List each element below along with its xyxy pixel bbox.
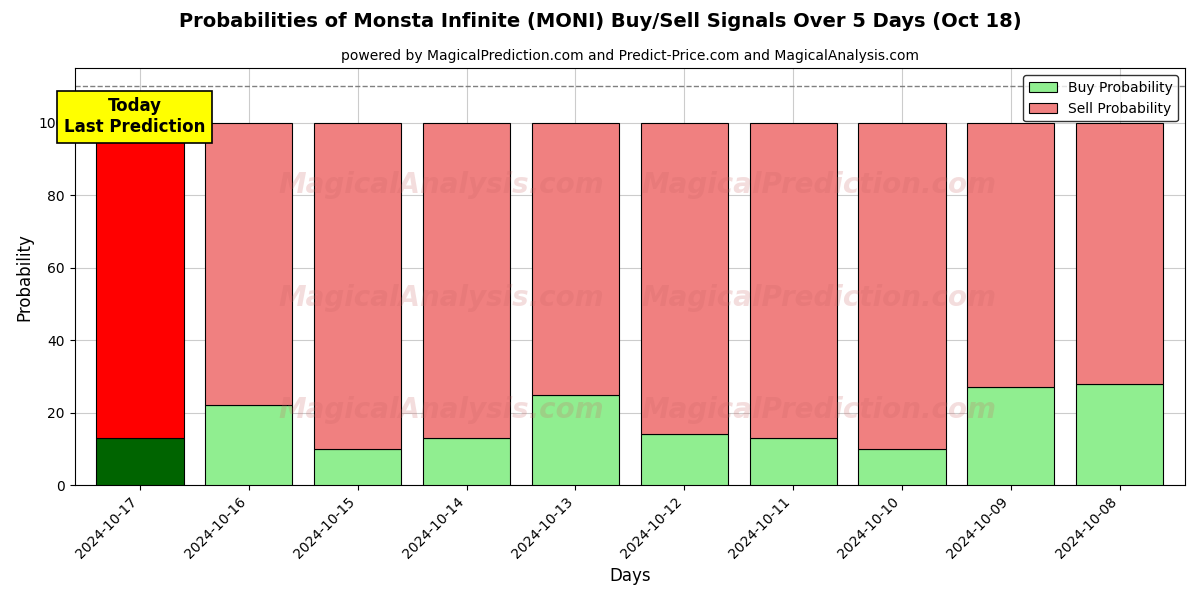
Title: powered by MagicalPrediction.com and Predict-Price.com and MagicalAnalysis.com: powered by MagicalPrediction.com and Pre… xyxy=(341,49,919,63)
Bar xyxy=(422,438,510,485)
Bar xyxy=(967,123,1055,388)
Text: Probabilities of Monsta Infinite (MONI) Buy/Sell Signals Over 5 Days (Oct 18): Probabilities of Monsta Infinite (MONI) … xyxy=(179,12,1021,31)
Bar xyxy=(750,123,836,438)
Text: MagicalAnalysis.com: MagicalAnalysis.com xyxy=(278,396,604,424)
Bar xyxy=(205,406,293,485)
Bar xyxy=(96,438,184,485)
Bar xyxy=(641,123,727,434)
Bar xyxy=(641,434,727,485)
Bar xyxy=(314,449,401,485)
Text: MagicalPrediction.com: MagicalPrediction.com xyxy=(641,396,996,424)
Bar xyxy=(205,123,293,406)
Bar xyxy=(858,449,946,485)
X-axis label: Days: Days xyxy=(610,567,650,585)
Y-axis label: Probability: Probability xyxy=(16,233,34,320)
Text: Today
Last Prediction: Today Last Prediction xyxy=(64,97,205,136)
Bar xyxy=(314,123,401,449)
Bar xyxy=(750,438,836,485)
Text: MagicalAnalysis.com: MagicalAnalysis.com xyxy=(278,284,604,311)
Legend: Buy Probability, Sell Probability: Buy Probability, Sell Probability xyxy=(1024,75,1178,121)
Bar xyxy=(1076,123,1163,383)
Bar xyxy=(422,123,510,438)
Bar xyxy=(967,388,1055,485)
Text: MagicalPrediction.com: MagicalPrediction.com xyxy=(641,284,996,311)
Text: MagicalPrediction.com: MagicalPrediction.com xyxy=(641,171,996,199)
Bar xyxy=(532,123,619,395)
Text: MagicalAnalysis.com: MagicalAnalysis.com xyxy=(278,171,604,199)
Bar xyxy=(858,123,946,449)
Bar xyxy=(96,123,184,438)
Bar xyxy=(1076,383,1163,485)
Bar xyxy=(532,395,619,485)
